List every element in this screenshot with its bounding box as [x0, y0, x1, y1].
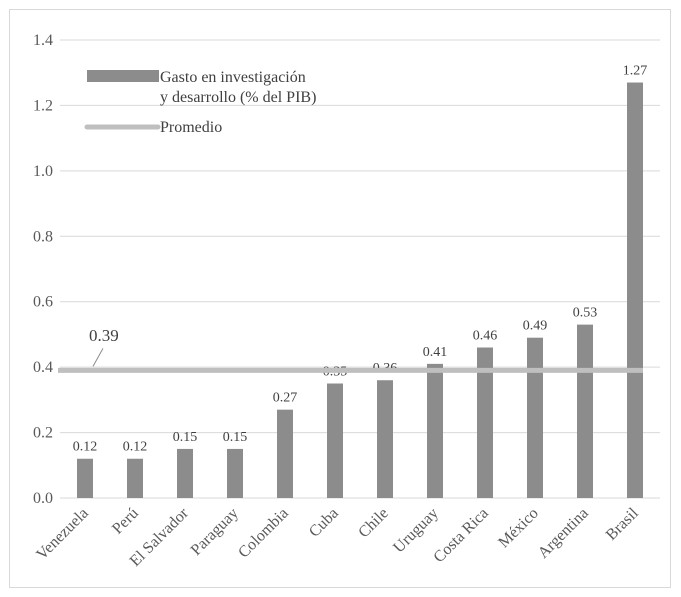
x-tick-label: Argentina [535, 505, 592, 562]
data-label: 0.15 [223, 430, 248, 445]
x-tick-label: Chile [355, 505, 392, 542]
legend: Gasto en investigación y desarrollo (% d… [84, 69, 316, 136]
y-tick-label: 0.4 [33, 359, 53, 376]
average-label-leader [92, 348, 104, 367]
bar-chile [377, 380, 393, 498]
y-axis-ticks: 0.0 0.2 0.4 0.6 0.8 1.0 1.2 1.4 [33, 32, 53, 507]
x-tick-label: Perú [109, 505, 142, 538]
y-tick-label: 0.8 [33, 228, 53, 245]
y-tick-label: 0.6 [33, 294, 53, 311]
legend-swatch-bar [87, 70, 159, 82]
data-label: 0.53 [573, 306, 598, 321]
x-tick-label: Brasil [603, 504, 642, 543]
bar-cuba [327, 383, 343, 498]
gridlines [60, 39, 660, 499]
x-tick-label: Paraguay [188, 505, 242, 559]
x-tick-label: Cuba [306, 505, 342, 541]
data-label: 0.41 [423, 345, 448, 360]
data-label: 0.27 [273, 391, 298, 406]
bar-colombia [277, 409, 293, 498]
x-tick-label: Colombia [235, 505, 292, 562]
legend-label-average: Promedio [160, 119, 222, 136]
bar-méxico [527, 337, 543, 498]
bar-venezuela [77, 458, 93, 498]
y-tick-label: 0.0 [33, 490, 53, 507]
bar-argentina [577, 324, 593, 498]
average-line-group: 0.39 [58, 326, 643, 373]
average-value-label: 0.39 [89, 326, 119, 345]
bar-brasil [627, 82, 643, 499]
x-tick-label: Costa Rica [430, 505, 491, 566]
legend-label-bar-line2: y desarrollo (% del PIB) [160, 89, 316, 106]
data-label: 0.46 [473, 329, 498, 344]
x-tick-label: Uruguay [390, 505, 442, 557]
bar-el-salvador [177, 448, 193, 498]
y-tick-label: 1.0 [33, 163, 53, 180]
bars: 0.120.120.150.150.270.350.360.410.460.49… [73, 64, 648, 499]
bar-paraguay [227, 448, 243, 498]
data-label: 0.49 [523, 319, 548, 334]
data-label: 0.12 [73, 440, 98, 455]
data-label: 1.27 [623, 64, 648, 79]
x-tick-label: México [495, 505, 542, 552]
legend-label-bar-line1: Gasto en investigación [160, 69, 306, 86]
x-tick-label: Venezuela [33, 505, 92, 564]
y-tick-label: 0.2 [33, 425, 53, 442]
data-label: 0.15 [173, 430, 198, 445]
y-tick-label: 1.4 [33, 32, 53, 49]
data-label: 0.12 [123, 440, 148, 455]
bar-perú [127, 458, 143, 498]
bar-uruguay [427, 363, 443, 498]
y-tick-label: 1.2 [33, 97, 53, 114]
bar-costa-rica [477, 347, 493, 498]
